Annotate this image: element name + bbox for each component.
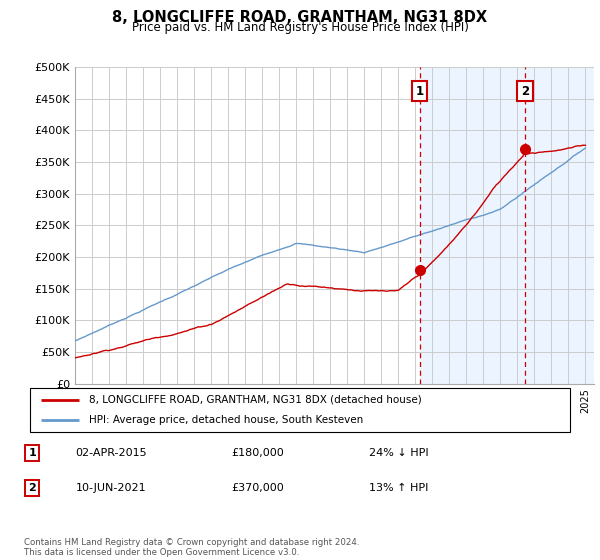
Text: 1: 1 xyxy=(28,448,36,458)
Text: 2: 2 xyxy=(28,483,36,493)
Text: Contains HM Land Registry data © Crown copyright and database right 2024.
This d: Contains HM Land Registry data © Crown c… xyxy=(24,538,359,557)
Text: 8, LONGCLIFFE ROAD, GRANTHAM, NG31 8DX (detached house): 8, LONGCLIFFE ROAD, GRANTHAM, NG31 8DX (… xyxy=(89,395,422,405)
Text: £180,000: £180,000 xyxy=(231,448,284,458)
Text: 13% ↑ HPI: 13% ↑ HPI xyxy=(369,483,428,493)
Text: 02-APR-2015: 02-APR-2015 xyxy=(76,448,147,458)
Text: 24% ↓ HPI: 24% ↓ HPI xyxy=(369,448,429,458)
Text: HPI: Average price, detached house, South Kesteven: HPI: Average price, detached house, Sout… xyxy=(89,415,364,425)
Text: 2: 2 xyxy=(521,85,529,98)
Text: Price paid vs. HM Land Registry's House Price Index (HPI): Price paid vs. HM Land Registry's House … xyxy=(131,21,469,34)
FancyBboxPatch shape xyxy=(30,388,570,432)
Bar xyxy=(419,67,600,384)
Text: 8, LONGCLIFFE ROAD, GRANTHAM, NG31 8DX: 8, LONGCLIFFE ROAD, GRANTHAM, NG31 8DX xyxy=(112,10,488,25)
Text: 10-JUN-2021: 10-JUN-2021 xyxy=(76,483,146,493)
Text: 1: 1 xyxy=(416,85,424,98)
Text: £370,000: £370,000 xyxy=(231,483,284,493)
